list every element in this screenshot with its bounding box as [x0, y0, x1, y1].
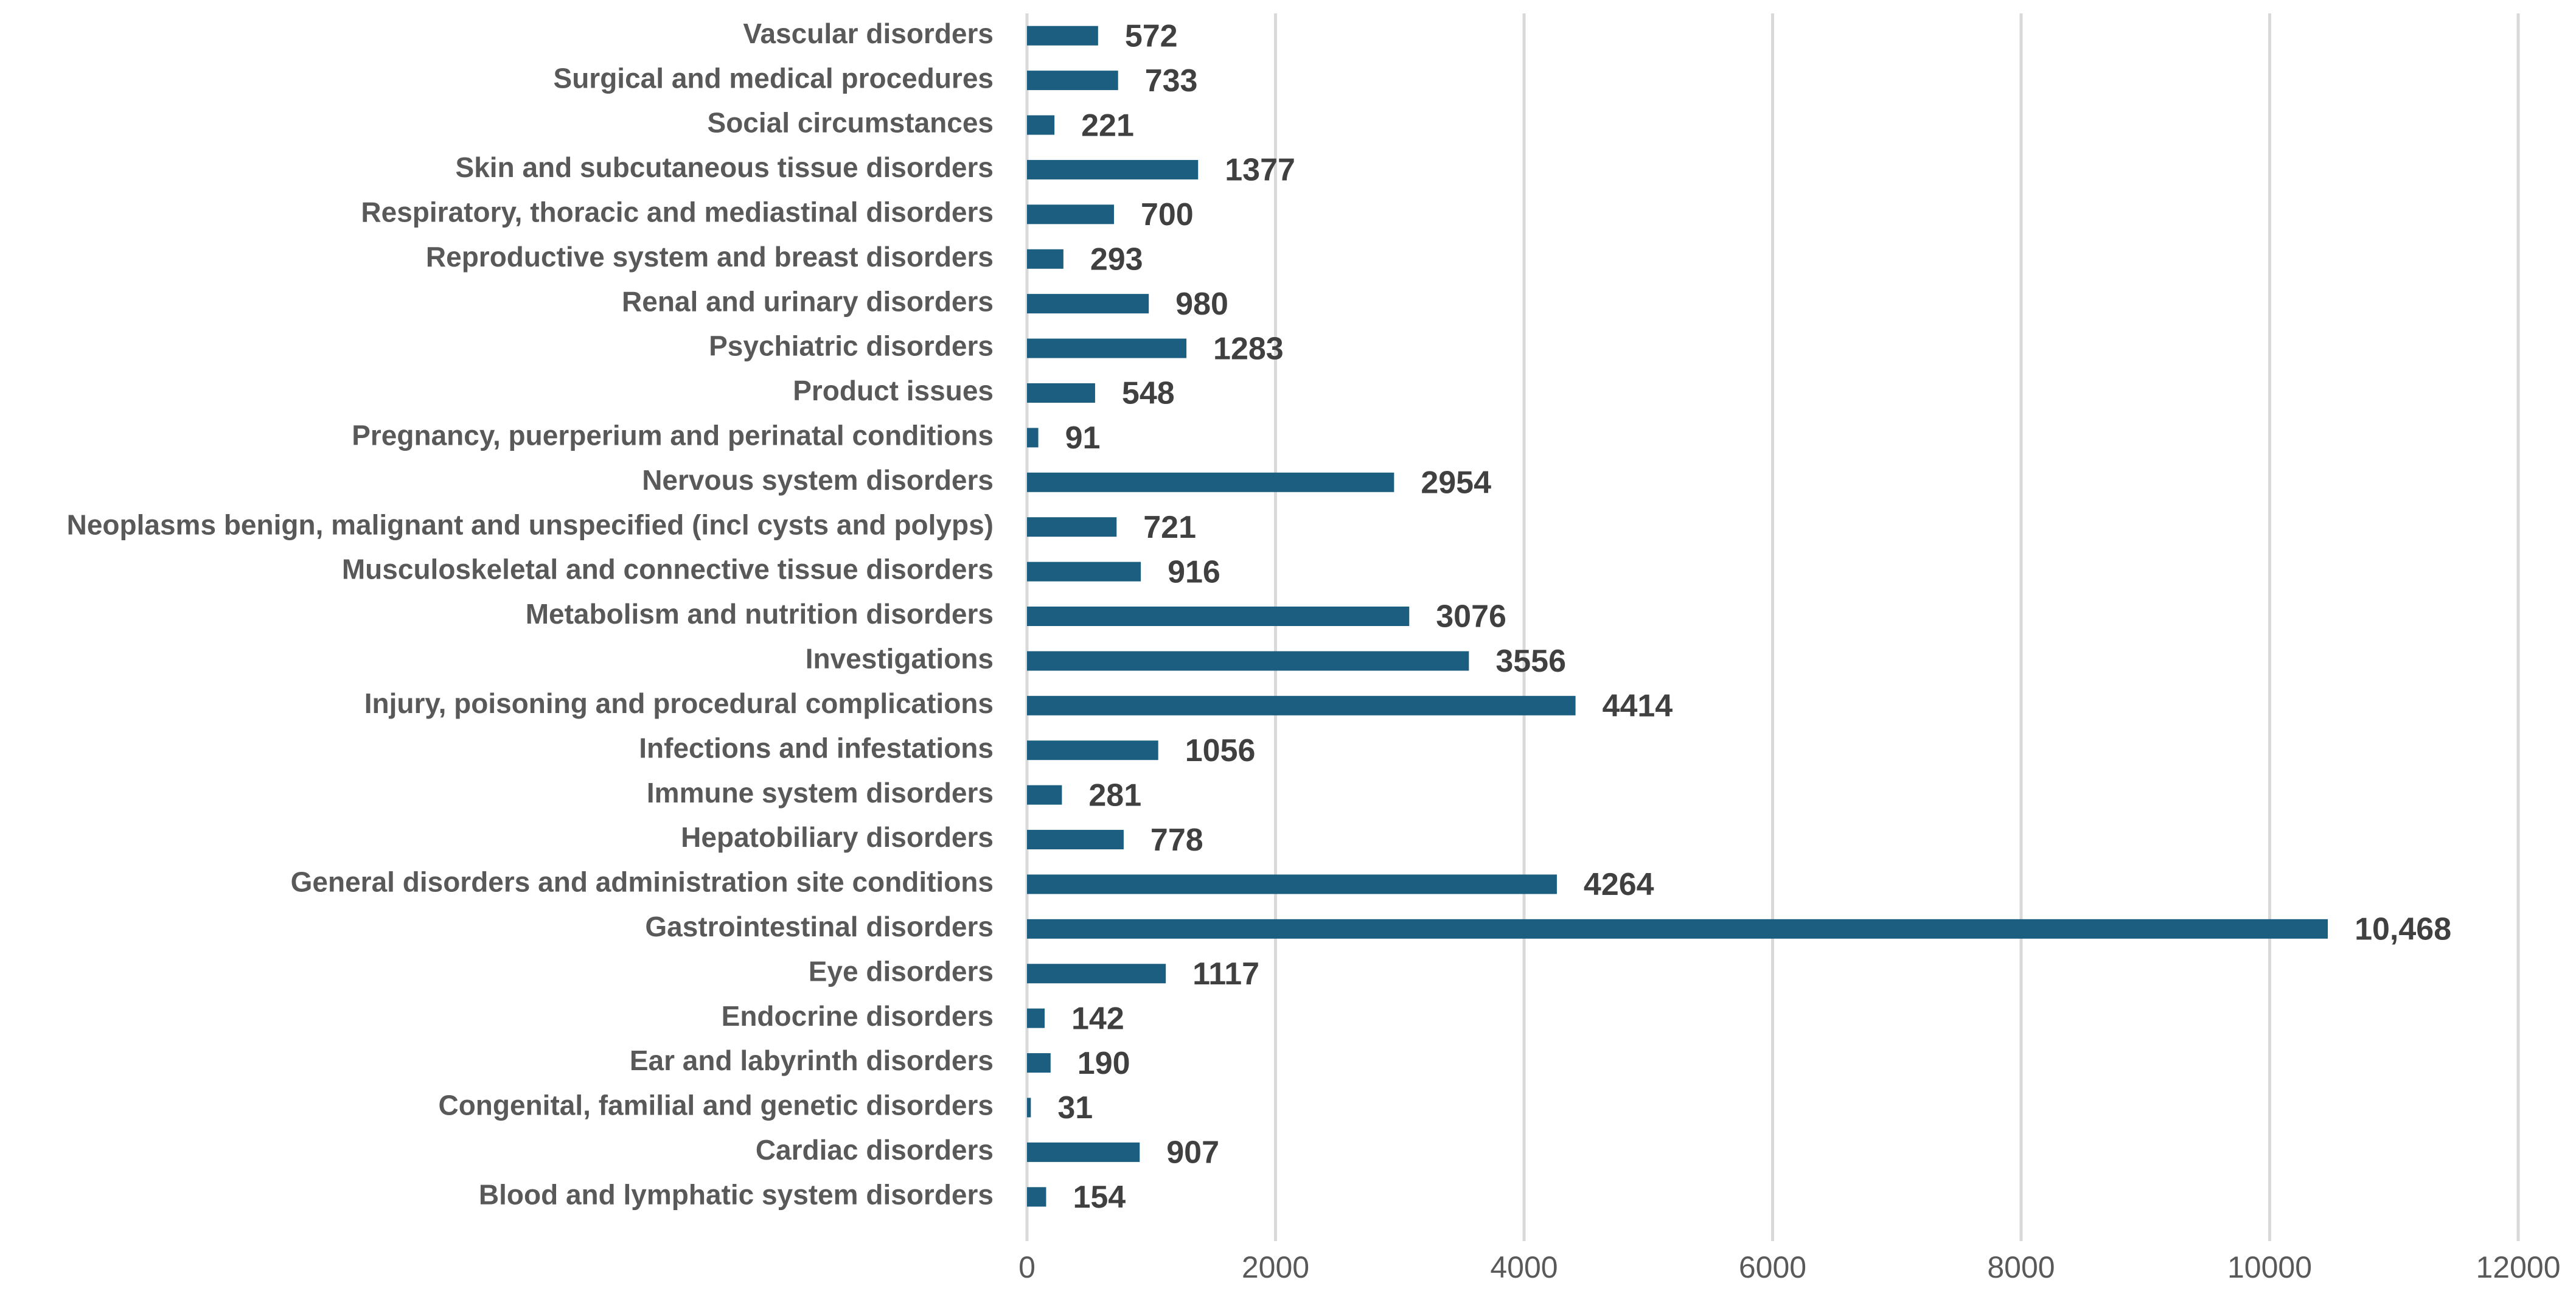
bar [1027, 517, 1117, 537]
value-label: 778 [1150, 823, 1203, 858]
bar [1027, 1098, 1031, 1118]
value-label: 916 [1168, 554, 1220, 590]
bar [1027, 383, 1095, 403]
x-tick-label: 2000 [1242, 1250, 1309, 1284]
bar [1027, 919, 2328, 939]
x-tick-label: 6000 [1739, 1250, 1806, 1284]
bar [1027, 695, 1576, 715]
category-label: Skin and subcutaneous tissue disorders [456, 151, 994, 183]
value-label: 281 [1088, 778, 1141, 813]
bar [1027, 1053, 1051, 1073]
x-tick-label: 12000 [2476, 1250, 2560, 1284]
category-label: Ear and labyrinth disorders [630, 1045, 994, 1076]
category-label: Nervous system disorders [642, 464, 994, 496]
value-label: 700 [1141, 197, 1194, 232]
category-label: Social circumstances [708, 107, 994, 139]
category-label: Pregnancy, puerperium and perinatal cond… [352, 420, 994, 451]
x-tick-label: 4000 [1490, 1250, 1558, 1284]
value-label: 91 [1065, 420, 1101, 456]
bar [1027, 1187, 1046, 1207]
x-tick-label: 0 [1018, 1250, 1036, 1284]
value-label: 548 [1122, 376, 1175, 411]
value-label: 3076 [1436, 599, 1506, 635]
category-label: Endocrine disorders [722, 1000, 994, 1032]
value-label: 3556 [1495, 644, 1566, 679]
value-label: 154 [1073, 1180, 1126, 1215]
category-label: Respiratory, thoracic and mediastinal di… [361, 196, 994, 228]
bar [1027, 1008, 1045, 1028]
category-label: Metabolism and nutrition disorders [526, 598, 994, 630]
bar [1027, 740, 1158, 760]
bar [1027, 26, 1098, 46]
category-label: Gastrointestinal disorders [645, 911, 994, 942]
x-tick-label: 8000 [1987, 1250, 2055, 1284]
category-label: Injury, poisoning and procedural complic… [364, 687, 994, 719]
category-label: Vascular disorders [743, 18, 994, 49]
value-label: 733 [1145, 63, 1198, 99]
bar [1027, 785, 1062, 805]
category-label: Congenital, familial and genetic disorde… [438, 1090, 994, 1121]
value-label: 980 [1175, 287, 1228, 322]
category-label: Surgical and medical procedures [554, 62, 994, 94]
category-label: Psychiatric disorders [709, 330, 994, 362]
x-tick-label: 10000 [2227, 1250, 2312, 1284]
bar [1027, 428, 1039, 448]
value-label: 1377 [1225, 153, 1295, 188]
value-label: 721 [1143, 510, 1196, 545]
bar [1027, 294, 1149, 314]
bar [1027, 964, 1166, 984]
bar [1027, 249, 1063, 269]
category-label: General disorders and administration sit… [291, 866, 994, 898]
value-label: 907 [1166, 1135, 1219, 1171]
category-label: Product issues [793, 375, 994, 406]
bar [1027, 71, 1118, 91]
bar [1027, 204, 1114, 224]
value-label: 190 [1077, 1046, 1130, 1081]
bar [1027, 338, 1187, 358]
category-label: Blood and lymphatic system disorders [479, 1178, 994, 1210]
category-label: Immune system disorders [647, 777, 994, 809]
bar [1027, 159, 1199, 179]
category-label: Eye disorders [809, 955, 994, 987]
category-label: Renal and urinary disorders [622, 285, 994, 317]
value-label: 1117 [1192, 956, 1259, 992]
category-label: Musculoskeletal and connective tissue di… [342, 554, 994, 585]
value-label: 142 [1071, 1001, 1124, 1036]
category-label: Neoplasms benign, malignant and unspecif… [67, 509, 994, 540]
bar [1027, 874, 1557, 894]
bar [1027, 562, 1141, 582]
value-label: 4414 [1603, 689, 1673, 724]
bar [1027, 115, 1055, 135]
value-label: 10,468 [2355, 912, 2451, 947]
value-label: 2954 [1421, 465, 1491, 501]
value-label: 221 [1081, 108, 1134, 143]
value-label: 31 [1057, 1090, 1093, 1126]
bar [1027, 472, 1394, 492]
category-label: Hepatobiliary disorders [681, 821, 994, 853]
bar [1027, 607, 1410, 626]
category-label: Cardiac disorders [756, 1134, 994, 1166]
value-label: 293 [1090, 242, 1143, 277]
bar [1027, 830, 1124, 850]
value-label: 1056 [1185, 733, 1256, 768]
value-label: 4264 [1584, 867, 1654, 902]
value-label: 1283 [1213, 331, 1284, 366]
category-label: Infections and infestations [639, 732, 994, 764]
category-label: Reproductive system and breast disorders [426, 241, 994, 273]
category-label: Investigations [806, 643, 994, 675]
bar [1027, 651, 1469, 671]
bar [1027, 1142, 1140, 1162]
value-label: 572 [1125, 18, 1178, 54]
